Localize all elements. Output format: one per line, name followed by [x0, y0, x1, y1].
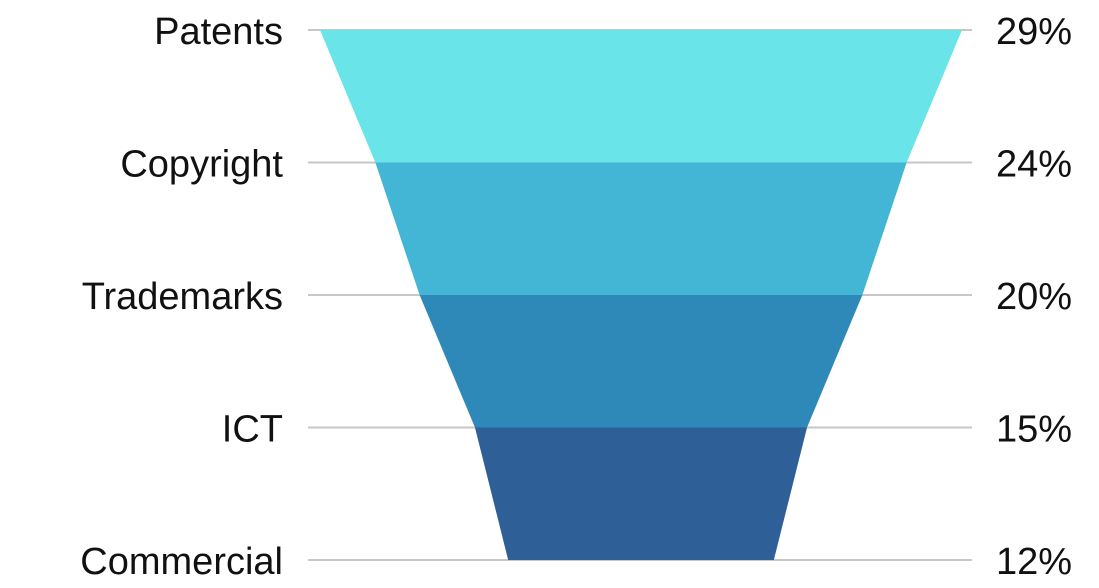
funnel-segment-patents [320, 30, 962, 163]
category-label-patents: Patents [154, 11, 283, 53]
funnel-segment-ict [474, 427, 808, 560]
funnel-segment-copyright [375, 162, 907, 295]
value-label-copyright: 24% [996, 144, 1072, 186]
value-label-trademarks: 20% [996, 276, 1072, 318]
value-label-commercial: 12% [996, 541, 1072, 583]
value-label-patents: 29% [996, 11, 1072, 53]
funnel-segments [320, 30, 962, 560]
category-label-commercial: Commercial [80, 541, 283, 583]
funnel-segment-trademarks [419, 295, 863, 428]
category-labels: Patents Copyright Trademarks ICT Commercial [80, 11, 283, 583]
category-label-trademarks: Trademarks [82, 276, 283, 318]
category-label-copyright: Copyright [120, 144, 283, 186]
value-labels: 29% 24% 20% 15% 12% [996, 11, 1072, 583]
category-label-ict: ICT [222, 409, 283, 451]
value-label-ict: 15% [996, 409, 1072, 451]
